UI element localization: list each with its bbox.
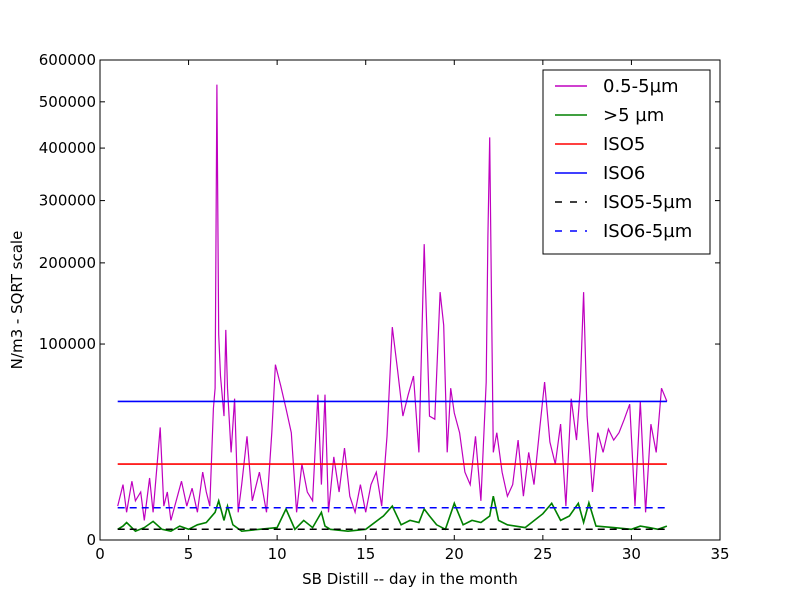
x-tick-label-5: 25 <box>533 545 552 563</box>
legend-label-1: >5 µm <box>603 105 664 126</box>
x-tick-label-7: 35 <box>710 545 729 563</box>
x-axis-label: SB Distill -- day in the month <box>302 570 518 588</box>
legend-label-3: ISO6 <box>603 163 645 184</box>
y-axis-label: N/m3 - SQRT scale <box>8 231 26 370</box>
legend-label-5: ISO6-5µm <box>603 221 692 242</box>
x-tick-label-4: 20 <box>445 545 464 563</box>
series-line-1 <box>117 496 668 533</box>
legend-label-4: ISO5-5µm <box>603 192 692 213</box>
y-tick-label-6: 600000 <box>39 51 96 69</box>
y-tick-label-1: 100000 <box>39 335 96 353</box>
y-tick-label-4: 400000 <box>39 139 96 157</box>
y-tick-label-0: 0 <box>86 531 96 549</box>
x-tick-label-0: 0 <box>95 545 105 563</box>
x-tick-label-2: 10 <box>268 545 287 563</box>
x-tick-label-3: 15 <box>356 545 375 563</box>
series-layer <box>117 84 668 533</box>
legend-label-2: ISO5 <box>603 134 645 155</box>
x-tick-label-1: 5 <box>184 545 194 563</box>
legend-label-0: 0.5-5µm <box>603 76 679 97</box>
y-tick-label-3: 300000 <box>39 192 96 210</box>
y-tick-label-5: 500000 <box>39 93 96 111</box>
ticks-layer: 0 5 10 15 20 25 30 35 0 100000 200000 300000 400000 5… <box>39 51 730 563</box>
legend-box <box>542 69 711 255</box>
y-tick-label-2: 200000 <box>39 254 96 272</box>
legend: 0.5-5µm >5 µm ISO5 ISO6 ISO5-5µm ISO6-5µm <box>542 69 711 255</box>
x-tick-label-6: 30 <box>622 545 641 563</box>
series-line-0 <box>117 84 668 521</box>
